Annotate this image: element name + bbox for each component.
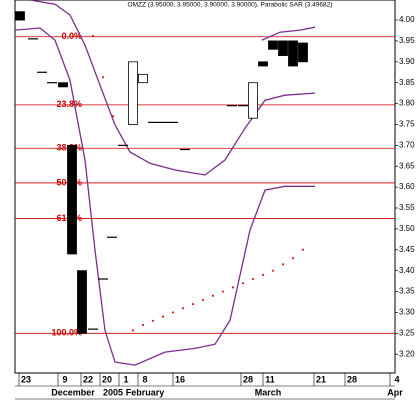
x-tick-label: 22	[83, 374, 93, 384]
sar-dot	[131, 329, 135, 332]
y-tick-label: 3.75	[399, 120, 415, 129]
candle-body	[298, 42, 308, 63]
candle-body	[67, 144, 77, 255]
candle-body	[15, 11, 25, 21]
sar-dot	[171, 311, 175, 314]
candle-body	[288, 40, 298, 67]
sar-dot	[271, 269, 275, 272]
candle-body	[278, 40, 288, 56]
plot-frame	[14, 0, 396, 374]
sar-dot	[211, 294, 215, 297]
x-tick-label: 11	[265, 374, 275, 384]
y-tick-label: 3.40	[399, 266, 415, 275]
sar-dot	[261, 273, 265, 276]
sar-dot	[101, 76, 105, 79]
candle-body	[268, 40, 278, 50]
y-tick-label: 3.45	[399, 245, 415, 254]
sar-dot	[301, 248, 305, 251]
sar-dot	[231, 286, 235, 289]
x-group-label: February	[126, 387, 165, 397]
y-tick-label: 3.85	[399, 78, 415, 87]
fib-label: 23.8%	[56, 99, 82, 109]
sar-dot	[291, 257, 295, 260]
y-tick-label: 3.60	[399, 182, 415, 191]
y-tick-label: 3.25	[399, 328, 415, 337]
fib-label: 100.0%	[51, 328, 82, 338]
x-group-label: Apr	[387, 387, 403, 397]
candle-body	[138, 73, 148, 84]
candle-body	[258, 61, 268, 67]
band-line	[14, 27, 315, 366]
candle-body	[77, 270, 87, 334]
y-tick-label: 3.35	[399, 287, 415, 296]
sar-dot	[181, 307, 185, 310]
y-tick-label: 3.50	[399, 224, 415, 233]
x-tick-label: 4	[394, 374, 399, 384]
x-tick-label: 28	[243, 374, 253, 384]
x-group-label: March	[255, 387, 282, 397]
sar-dot	[91, 34, 95, 38]
y-tick-label: 3.30	[399, 308, 415, 317]
sar-dot	[221, 290, 225, 293]
band-line	[29, 0, 316, 176]
y-tick-label: 4.00	[399, 15, 415, 24]
x-tick-label: 28	[347, 374, 357, 384]
x-group-label: 2005	[103, 387, 123, 397]
sar-dot	[151, 319, 155, 322]
x-tick-label: 16	[175, 374, 185, 384]
y-tick-label: 3.90	[399, 57, 415, 66]
y-tick-label: 3.95	[399, 36, 415, 45]
y-tick-label: 3.70	[399, 140, 415, 149]
x-group-label: December	[51, 387, 95, 397]
sar-dot	[141, 323, 145, 327]
candle-body	[58, 82, 68, 88]
y-tick-label: 3.20	[399, 349, 415, 358]
sar-dot	[251, 277, 255, 281]
candle-body	[128, 61, 138, 125]
sar-dot	[191, 302, 195, 306]
sar-dot	[111, 115, 115, 118]
sar-dot	[241, 282, 245, 285]
chart-title: OMZZ (3.95000, 3.95000, 3.90000, 3.90000…	[128, 2, 333, 9]
y-tick-label: 3.80	[399, 99, 415, 108]
x-tick-label: 20	[102, 374, 112, 384]
candle-body	[248, 82, 258, 119]
sar-dot	[281, 263, 285, 266]
x-tick-label: 23	[21, 374, 31, 384]
sar-dot	[161, 315, 165, 318]
x-tick-label: 1	[123, 374, 128, 384]
x-tick-label: 21	[316, 374, 326, 384]
sar-dot	[201, 298, 205, 302]
y-tick-label: 3.55	[399, 203, 415, 212]
x-tick-label: 9	[62, 374, 67, 384]
y-tick-label: 3.65	[399, 161, 415, 170]
band-line	[261, 26, 316, 41]
fib-label: 0.0%	[61, 31, 82, 41]
x-tick-label: 8	[142, 374, 147, 384]
